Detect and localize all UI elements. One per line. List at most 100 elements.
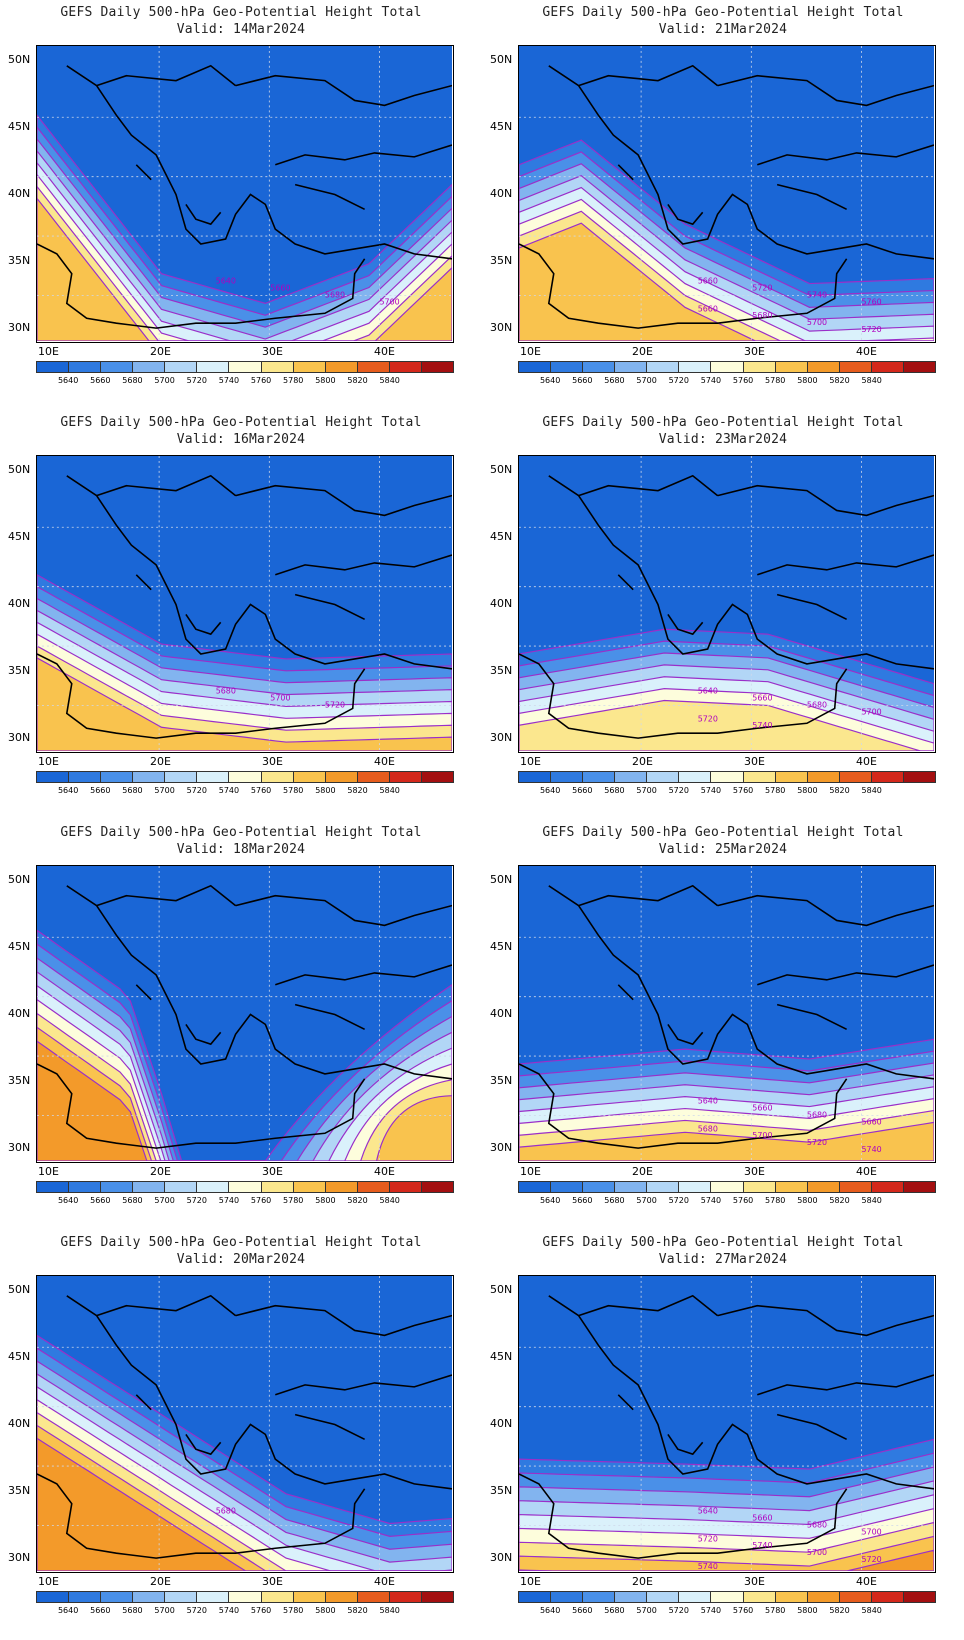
height-map: 5640 5660 5680 5700 5720 5740 5700 5720 5740: [518, 1275, 936, 1573]
colorbar-label: 5640: [539, 376, 561, 385]
height-map: 5640 5660 5680 5700 5720 5740: [518, 455, 936, 753]
contour-label: 5660: [698, 277, 718, 286]
lat-tick-label: 40N: [490, 1007, 513, 1020]
lat-tick-label: 45N: [8, 120, 31, 133]
lon-tick-label: 30E: [262, 1165, 283, 1178]
colorbar-label: 5820: [347, 376, 368, 385]
contour-label: 5720: [862, 1555, 882, 1564]
colorbar-label: 5840: [861, 1606, 882, 1615]
colorbar-label: 5720: [186, 1196, 207, 1205]
colorbar-label: 5720: [668, 786, 689, 795]
contour-label: 5680: [807, 1110, 827, 1119]
colorbar-swatch: [551, 362, 584, 372]
lat-tick-label: 45N: [8, 1350, 31, 1363]
colorbar-swatch: [903, 362, 936, 372]
lat-tick-label: 35N: [490, 1074, 513, 1087]
colorbar-label: 5640: [57, 786, 79, 795]
colorbar-label: 5820: [347, 1196, 368, 1205]
colorbar-swatch: [197, 362, 230, 372]
colorbar-swatch: [871, 1592, 904, 1602]
colorbar-swatch: [551, 772, 584, 782]
contour-label: 5700: [380, 297, 400, 306]
lon-tick-label: 10E: [38, 1575, 59, 1588]
colorbar-label: 5800: [797, 1196, 818, 1205]
lat-tick-label: 50N: [8, 463, 31, 476]
colorbar-swatch: [743, 1592, 776, 1602]
colorbar-swatch: [293, 1592, 326, 1602]
colorbar-swatch: [551, 1182, 584, 1192]
lat-tick-label: 45N: [490, 1350, 513, 1363]
contour-label: 5700: [807, 318, 827, 327]
colorbar-swatch: [839, 1182, 872, 1192]
colorbar-label: 5660: [572, 1196, 593, 1205]
lon-tick-label: 40E: [856, 345, 877, 358]
lat-tick-label: 30N: [8, 731, 31, 744]
lat-tick-label: 35N: [490, 664, 513, 677]
colorbar-label: 5740: [700, 786, 722, 795]
colorbar-label: 5780: [765, 1606, 786, 1615]
contour-label: 5740: [807, 290, 827, 299]
colorbar-swatch: [679, 362, 712, 372]
lat-tick-label: 40N: [8, 1417, 31, 1430]
colorbar-swatch: [775, 772, 808, 782]
contour-label: 5660: [270, 284, 290, 293]
contour-label: 5740: [698, 1562, 718, 1571]
colorbar-swatch: [293, 1182, 326, 1192]
lat-tick-label: 45N: [490, 530, 513, 543]
lon-tick-label: 20E: [150, 755, 171, 768]
colorbar-swatch: [807, 1182, 840, 1192]
map-panel: GEFS Daily 500-hPa Geo-Potential Height …: [482, 1230, 964, 1640]
contour-label: 5640: [698, 1507, 718, 1516]
colorbar-label: 5760: [732, 1606, 754, 1615]
colorbar-swatch: [743, 1182, 776, 1192]
colorbar-label: 5740: [700, 1196, 722, 1205]
colorbar-label: 5640: [57, 1606, 79, 1615]
colorbar-swatch: [197, 1592, 230, 1602]
colorbar-swatch: [293, 362, 326, 372]
lon-tick-label: 40E: [374, 755, 395, 768]
contour-label: 5720: [698, 714, 718, 723]
panel-title: GEFS Daily 500-hPa Geo-Potential Height …: [542, 5, 904, 20]
lat-tick-label: 40N: [490, 187, 513, 200]
lat-tick-label: 45N: [8, 940, 31, 953]
contour-label: 5660: [752, 1104, 772, 1113]
map-canvas: 5660 5720 5740 5760 5660 5680 5700 5720: [519, 46, 934, 341]
colorbar-swatch: [229, 362, 262, 372]
contour-label: 5660: [752, 694, 772, 703]
colorbar-label: 5700: [636, 376, 657, 385]
contour-label: 5760: [862, 297, 882, 306]
colorbar-swatch: [871, 362, 904, 372]
lon-tick-label: 20E: [150, 1575, 171, 1588]
colorbar-label: 5780: [283, 1606, 304, 1615]
colorbar-swatch: [421, 1182, 454, 1192]
map-panel: GEFS Daily 500-hPa Geo-Potential Height …: [482, 0, 964, 410]
lon-tick-label: 40E: [374, 1165, 395, 1178]
contour-label: 5660: [862, 1117, 882, 1126]
colorbar-label: 5760: [250, 1196, 272, 1205]
colorbar-label: 5800: [797, 786, 818, 795]
panel-valid-date: Valid: 25Mar2024: [658, 842, 788, 857]
colorbar-swatch: [775, 1592, 808, 1602]
colorbar-swatch: [261, 772, 294, 782]
colorbar-label: 5720: [668, 1196, 689, 1205]
colorbar-label: 5840: [861, 786, 882, 795]
colorbar-swatch: [37, 1182, 70, 1192]
lon-tick-label: 10E: [520, 1575, 541, 1588]
lat-tick-label: 45N: [490, 940, 513, 953]
colorbar-swatch: [647, 362, 680, 372]
colorbar-label: 5700: [154, 786, 175, 795]
colorbar-label: 5680: [122, 376, 143, 385]
map-canvas: 5640 5660 5680 5700 5720 5740 5700 5720 5740: [519, 1276, 934, 1571]
height-map: 5660 5720 5740 5760 5660 5680 5700 5720: [518, 45, 936, 343]
colorbar-swatch: [165, 362, 198, 372]
colorbar-label: 5780: [283, 1196, 304, 1205]
colorbar-label: 5780: [283, 376, 304, 385]
colorbar-swatch: [389, 1182, 422, 1192]
lat-tick-label: 30N: [8, 321, 31, 334]
colorbar-swatch: [615, 1182, 648, 1192]
colorbar-label: 5700: [636, 1196, 657, 1205]
lat-tick-label: 35N: [490, 254, 513, 267]
colorbar-swatch: [519, 1592, 552, 1602]
colorbar-swatch: [133, 1592, 166, 1602]
lon-tick-label: 10E: [38, 345, 59, 358]
